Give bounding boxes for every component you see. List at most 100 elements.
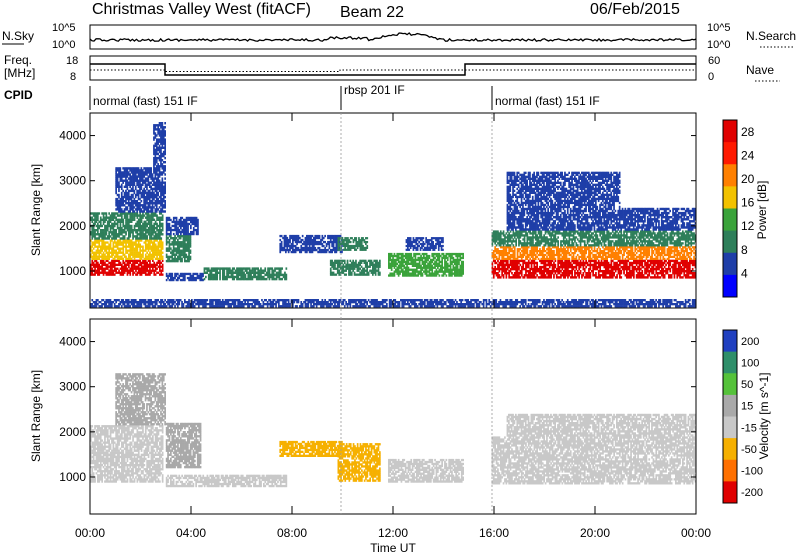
data-cell — [162, 185, 165, 188]
data-cell — [112, 212, 115, 215]
data-cell — [248, 277, 251, 281]
data-cell — [155, 138, 158, 141]
data-cell — [95, 212, 98, 215]
data-cell — [165, 222, 168, 226]
data-cell — [91, 226, 94, 230]
data-cell — [148, 206, 151, 209]
data-cell — [179, 243, 182, 246]
data-cell — [260, 267, 262, 270]
data-cell — [189, 274, 192, 278]
data-cell — [149, 265, 151, 268]
data-cell — [422, 244, 425, 248]
data-cell — [116, 175, 119, 178]
data-cell — [161, 146, 164, 149]
data-cell — [345, 267, 347, 270]
data-cell — [446, 262, 449, 265]
data-cell — [153, 243, 156, 246]
data-cell — [170, 234, 172, 238]
data-cell — [111, 255, 113, 258]
data-cell — [456, 266, 459, 269]
data-cell — [278, 273, 281, 277]
data-cell — [111, 249, 113, 252]
data-cell — [409, 246, 412, 249]
data-cell — [119, 226, 122, 230]
data-cell — [167, 274, 169, 278]
data-cell — [582, 259, 585, 263]
data-cell — [182, 230, 185, 234]
data-cell — [120, 173, 123, 176]
data-cell — [286, 236, 289, 240]
data-cell — [154, 189, 157, 193]
data-cell — [290, 236, 293, 240]
data-cell — [112, 259, 115, 262]
data-cell — [172, 232, 175, 236]
data-cell — [152, 218, 154, 221]
data-cell — [462, 270, 464, 273]
data-cell — [155, 204, 158, 207]
data-cell — [144, 181, 147, 184]
data-cell — [392, 272, 394, 275]
data-cell — [409, 244, 412, 248]
data-cell — [354, 248, 356, 251]
data-cell — [111, 212, 113, 215]
data-cell — [435, 258, 438, 262]
data-cell — [148, 181, 151, 184]
data-cell — [157, 177, 159, 180]
data-cell — [400, 252, 403, 256]
data-cell — [241, 275, 244, 279]
data-cell — [135, 214, 137, 217]
data-cell — [416, 274, 418, 277]
data-cell — [146, 237, 148, 240]
data-cell — [147, 229, 150, 232]
data-cell — [437, 237, 440, 240]
data-cell — [506, 263, 509, 267]
data-cell — [421, 262, 424, 265]
data-cell — [133, 226, 136, 230]
data-cell — [160, 200, 162, 203]
data-cell — [155, 189, 158, 193]
data-cell — [144, 206, 147, 209]
data-cell — [111, 222, 113, 226]
data-cell — [265, 277, 268, 281]
data-cell — [348, 273, 350, 276]
data-cell — [111, 237, 113, 240]
data-cell — [571, 274, 573, 277]
data-cell — [160, 261, 163, 264]
data-cell — [579, 259, 582, 263]
data-cell — [175, 274, 178, 278]
data-cell — [597, 259, 600, 263]
data-cell — [407, 266, 410, 269]
data-cell — [536, 274, 538, 277]
data-cell — [158, 195, 161, 199]
data-cell — [174, 247, 176, 250]
data-cell — [390, 264, 393, 267]
data-cell — [104, 218, 106, 221]
station-title: Christmas Valley West (fitACF) — [92, 1, 311, 18]
data-cell — [132, 175, 134, 178]
data-cell — [129, 245, 132, 248]
data-cell — [143, 214, 146, 217]
data-cell — [130, 175, 133, 178]
data-cell — [133, 255, 136, 258]
data-cell — [108, 257, 110, 260]
data-cell — [195, 216, 198, 220]
data-cell — [460, 264, 463, 267]
data-cell — [119, 251, 122, 254]
data-cell — [122, 197, 124, 201]
data-cell — [104, 267, 106, 270]
data-cell — [135, 267, 137, 270]
data-cell — [392, 254, 394, 258]
data-cell — [106, 271, 109, 274]
data-cell — [440, 237, 443, 240]
data-cell — [123, 265, 126, 268]
data-cell — [423, 266, 425, 269]
data-cell — [282, 275, 285, 279]
data-cell — [177, 245, 179, 248]
data-cell — [162, 146, 165, 149]
data-cell — [136, 169, 138, 172]
data-cell — [360, 261, 363, 264]
data-cell — [165, 253, 168, 256]
data-cell — [102, 251, 105, 254]
data-cell — [121, 267, 123, 270]
data-cell — [397, 268, 400, 271]
